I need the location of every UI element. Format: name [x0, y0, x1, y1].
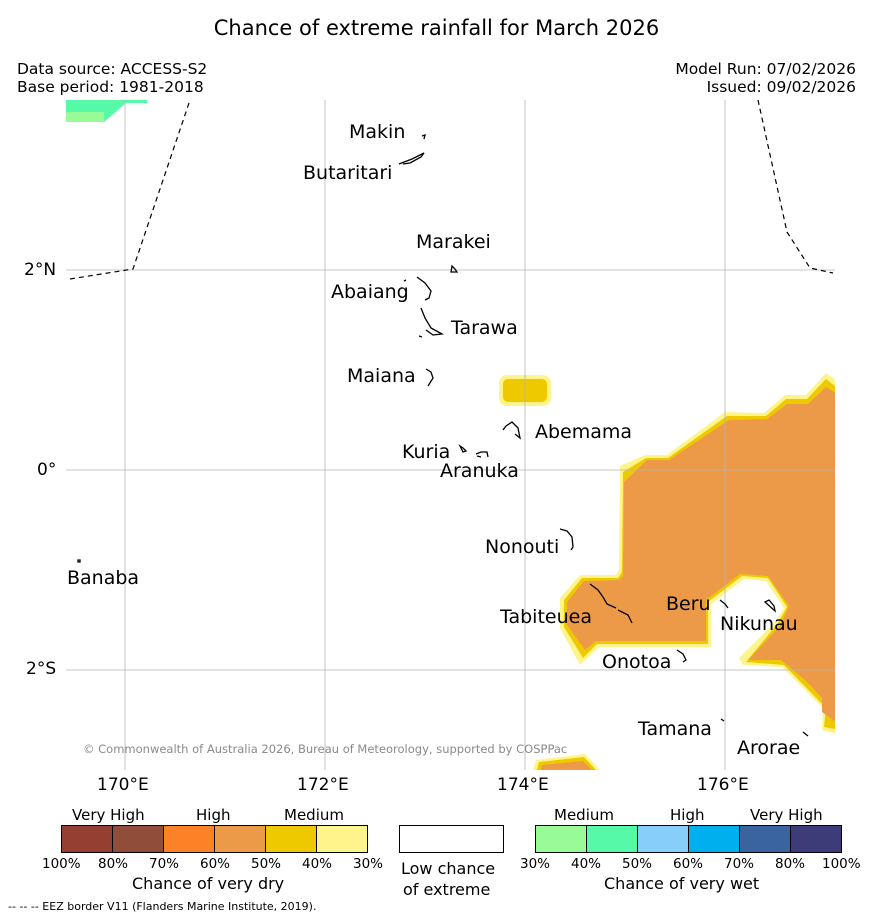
eez-footnote: -- -- -- EEZ border V11 (Flanders Marine… — [8, 900, 317, 913]
lat-label-2n: 2°N — [24, 260, 57, 280]
dry-high-region-east — [567, 387, 835, 722]
wet-tick-80: 80% — [775, 856, 806, 872]
island-outlines — [77, 134, 809, 737]
island-maiana-shape — [425, 368, 434, 387]
island-nonouti-shape — [559, 528, 574, 551]
dry-header-medium: Medium — [284, 806, 344, 824]
island-tarawa-shape — [418, 307, 445, 338]
wet-swatch-60-70 — [689, 826, 740, 852]
dry-high-region-bottom — [541, 761, 592, 770]
wet-swatch-30-40 — [536, 826, 587, 852]
island-marakei-shape — [450, 264, 459, 273]
island-abaiang-shape — [403, 276, 432, 301]
dry-swatch-80-100 — [62, 826, 113, 852]
dry-swatch-40-50 — [266, 826, 317, 852]
label-butaritari: Butaritari — [303, 162, 393, 184]
wet-tick-40: 40% — [571, 856, 602, 872]
wet-tick-50: 50% — [622, 856, 653, 872]
label-kuria: Kuria — [402, 441, 451, 463]
island-makin-shape — [421, 134, 426, 140]
lon-label-170e: 170°E — [97, 775, 149, 795]
lon-label-174e: 174°E — [497, 775, 549, 795]
dry-tick-70: 70% — [149, 856, 180, 872]
label-onotoa: Onotoa — [602, 651, 672, 673]
island-kuria-shape — [458, 444, 468, 453]
label-nonouti: Nonouti — [485, 536, 560, 558]
dry-tick-100: 100% — [42, 856, 81, 872]
data-source: Data source: ACCESS-S2 — [17, 60, 208, 78]
dry-swatch-30-40 — [317, 826, 367, 852]
dry-scale-label: Chance of very dry — [132, 874, 285, 893]
wet-medium-region-top-left — [66, 112, 104, 122]
dry-tick-50: 50% — [251, 856, 282, 872]
island-aranuka-shape — [475, 451, 489, 458]
dry-tick-30: 30% — [353, 856, 384, 872]
lon-label-176e: 176°E — [697, 775, 749, 795]
base-period: Base period: 1981-2018 — [17, 78, 204, 96]
dry-header-very-high: Very High — [72, 806, 145, 824]
gridlines — [66, 100, 835, 770]
dry-header-high: High — [196, 806, 231, 824]
island-arorae-shape — [802, 731, 809, 737]
copyright-notice: © Commonwealth of Australia 2026, Bureau… — [83, 742, 568, 756]
wet-swatch-50-60 — [638, 826, 689, 852]
eez-border-west — [69, 100, 191, 280]
island-tamana-shape — [720, 718, 725, 722]
lat-label-0: 0° — [37, 460, 57, 480]
eez-border-east — [757, 100, 834, 274]
label-banaba: Banaba — [67, 567, 140, 589]
label-beru: Beru — [666, 593, 711, 615]
dry-swatch-70-80 — [113, 826, 164, 852]
wet-tick-30: 30% — [520, 856, 551, 872]
dry-tick-80: 80% — [98, 856, 129, 872]
label-marakei: Marakei — [416, 231, 491, 253]
dry-swatch-50-60 — [215, 826, 266, 852]
issued-date: Issued: 09/02/2026 — [706, 78, 856, 96]
wet-scale-label: Chance of very wet — [604, 874, 760, 893]
wet-tick-70: 70% — [724, 856, 755, 872]
wet-swatch-70-80 — [740, 826, 791, 852]
dry-tick-60: 60% — [200, 856, 231, 872]
label-maiana: Maiana — [347, 365, 416, 387]
label-tamana: Tamana — [638, 718, 712, 740]
island-butaritari-shape — [398, 152, 425, 165]
label-abaiang: Abaiang — [331, 281, 409, 303]
lat-label-2s: 2°S — [26, 659, 57, 679]
label-tarawa: Tarawa — [451, 317, 518, 339]
lon-label-172e: 172°E — [297, 775, 349, 795]
low-chance-swatch — [399, 825, 504, 853]
map-title: Chance of extreme rainfall for March 202… — [213, 16, 660, 40]
wet-header-high: High — [670, 806, 705, 824]
island-onotoa-shape — [676, 649, 687, 663]
wet-tick-60: 60% — [673, 856, 704, 872]
label-aranuka: Aranuka — [440, 460, 519, 482]
model-run: Model Run: 07/02/2026 — [675, 60, 856, 78]
low-chance-line2: of extreme — [403, 880, 491, 899]
wet-header-medium: Medium — [554, 806, 614, 824]
label-abemama: Abemama — [535, 421, 633, 443]
label-nikunau: Nikunau — [720, 613, 798, 635]
label-tabiteuea: Tabiteuea — [500, 606, 592, 628]
wet-swatch-40-50 — [587, 826, 638, 852]
label-makin: Makin — [349, 121, 406, 143]
island-nikunau-shape — [763, 599, 777, 613]
dry-swatch-60-70 — [164, 826, 215, 852]
wet-header-very-high: Very High — [750, 806, 823, 824]
island-banaba-shape — [77, 559, 81, 563]
low-chance-line1: Low chance — [401, 859, 496, 878]
dry-scale-frame — [61, 825, 368, 853]
wet-swatch-80-100 — [791, 826, 841, 852]
label-arorae: Arorae — [737, 737, 801, 759]
dry-tick-40: 40% — [302, 856, 333, 872]
island-tabiteuea-shape — [589, 583, 633, 624]
island-beru-shape — [719, 599, 729, 609]
island-abemama-shape — [502, 421, 521, 440]
wet-tick-100: 100% — [822, 856, 861, 872]
wet-scale-frame — [535, 825, 842, 853]
